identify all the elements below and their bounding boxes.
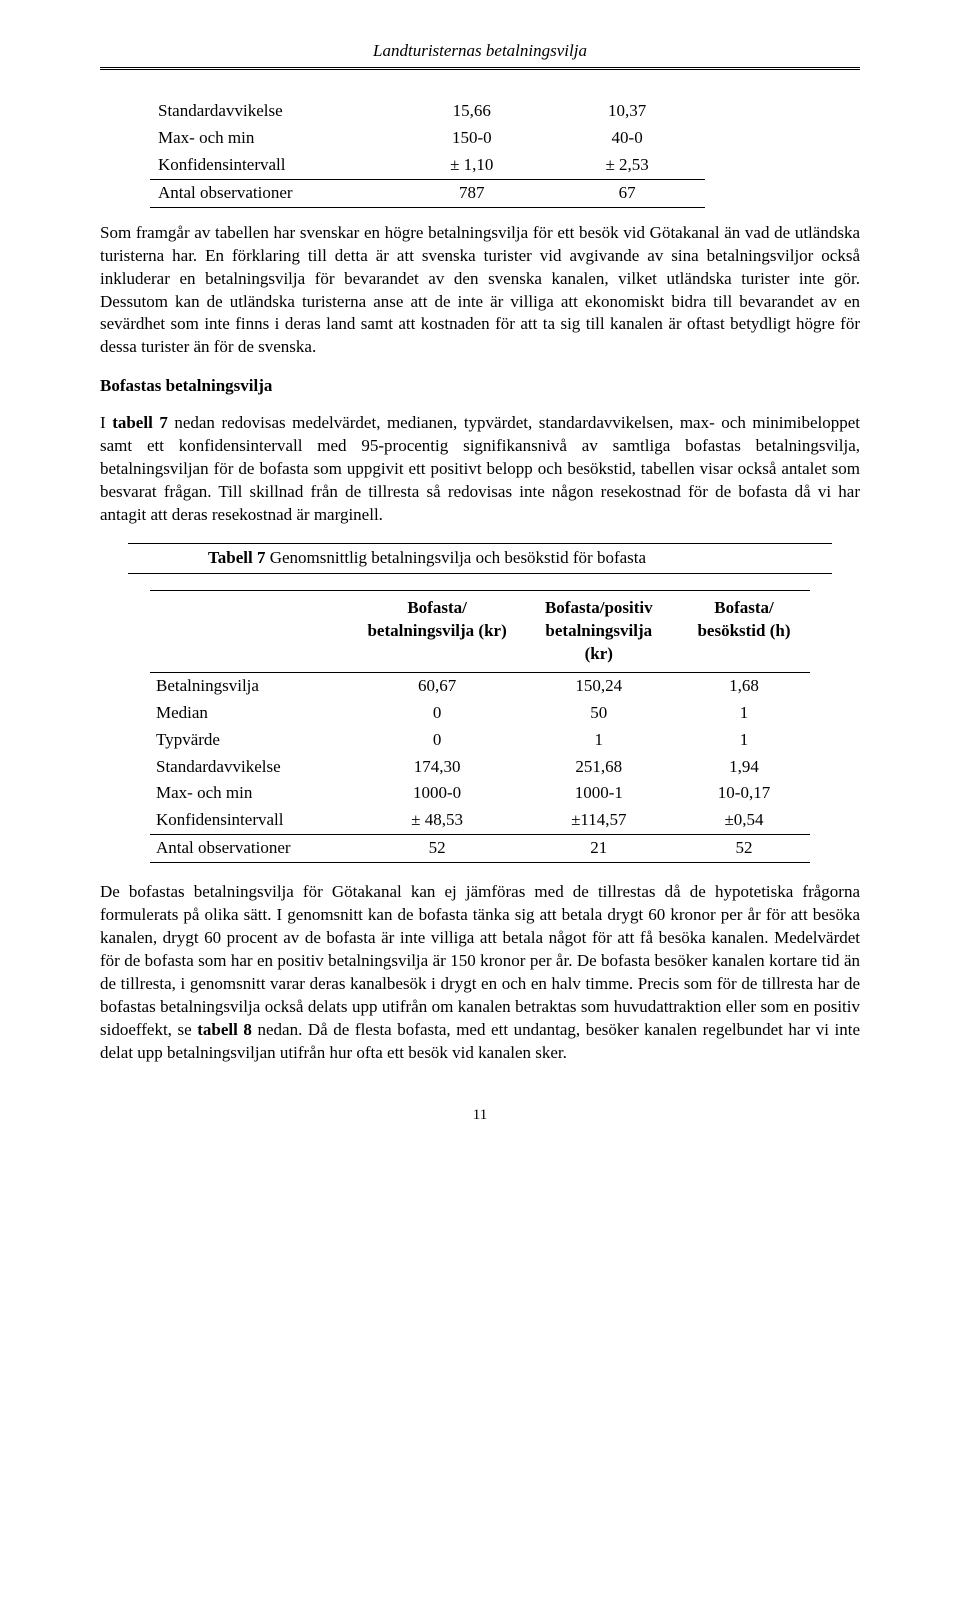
cell: 67: [549, 179, 704, 207]
table-row: Betalningsvilja 60,67 150,24 1,68: [150, 672, 810, 699]
cell: 50: [520, 700, 678, 727]
cell: 174,30: [355, 754, 520, 781]
table-row: Standardavvikelse 15,66 10,37: [150, 98, 705, 125]
row-label: Typvärde: [150, 727, 355, 754]
cell: 0: [355, 727, 520, 754]
para3-bold: tabell 8: [197, 1020, 252, 1039]
cell: 15,66: [394, 98, 549, 125]
cell: 1: [520, 727, 678, 754]
row-label: Max- och min: [150, 125, 394, 152]
table7-caption: Tabell 7 Genomsnittlig betalningsvilja o…: [128, 543, 832, 574]
table-row: Typvärde 0 1 1: [150, 727, 810, 754]
col-header-bofasta-pos: Bofasta/positiv betalningsvilja (kr): [520, 590, 678, 672]
cell: 251,68: [520, 754, 678, 781]
cell: ± 48,53: [355, 807, 520, 834]
cell: 1: [678, 700, 810, 727]
paragraph-3: De bofastas betalningsvilja för Götakana…: [100, 881, 860, 1065]
row-label: Median: [150, 700, 355, 727]
table7: Bofasta/ betalningsvilja (kr) Bofasta/po…: [150, 590, 810, 863]
row-label: Antal observationer: [150, 835, 355, 863]
paragraph-text: Som framgår av tabellen har svenskar en …: [100, 223, 860, 357]
cell: ± 2,53: [549, 152, 704, 179]
table-row: Median 0 50 1: [150, 700, 810, 727]
page-header-title: Landturisternas betalningsvilja: [373, 41, 587, 60]
row-label: Standardavvikelse: [150, 754, 355, 781]
table-footer-row: Antal observationer 52 21 52: [150, 835, 810, 863]
row-label: Betalningsvilja: [150, 672, 355, 699]
cell: 150,24: [520, 672, 678, 699]
cell: 60,67: [355, 672, 520, 699]
table-row: Max- och min 150-0 40-0: [150, 125, 705, 152]
page-header: Landturisternas betalningsvilja: [100, 40, 860, 70]
row-label: Konfidensintervall: [150, 152, 394, 179]
table-row: Standardavvikelse 174,30 251,68 1,94: [150, 754, 810, 781]
paragraph-1: Som framgår av tabellen har svenskar en …: [100, 222, 860, 360]
table-row: Max- och min 1000-0 1000-1 10-0,17: [150, 780, 810, 807]
cell: 10-0,17: [678, 780, 810, 807]
para2-prefix: I: [100, 413, 112, 432]
cell: ± 1,10: [394, 152, 549, 179]
table-row: Konfidensintervall ± 48,53 ±114,57 ±0,54: [150, 807, 810, 834]
col-header-bofasta-bet: Bofasta/ betalningsvilja (kr): [355, 590, 520, 672]
table-header-row: Bofasta/ betalningsvilja (kr) Bofasta/po…: [150, 590, 810, 672]
caption-rest: Genomsnittlig betalningsvilja och besöks…: [265, 548, 646, 567]
subheading-bofastas: Bofastas betalningsvilja: [100, 375, 860, 398]
caption-bold: Tabell 7: [208, 548, 265, 567]
cell: 40-0: [549, 125, 704, 152]
cell: 1000-0: [355, 780, 520, 807]
cell: 1000-1: [520, 780, 678, 807]
para3-part1: De bofastas betalningsvilja för Götakana…: [100, 882, 860, 1039]
cell: 787: [394, 179, 549, 207]
row-label: Standardavvikelse: [150, 98, 394, 125]
cell: ±0,54: [678, 807, 810, 834]
cell: 10,37: [549, 98, 704, 125]
row-label: Max- och min: [150, 780, 355, 807]
table-row: Konfidensintervall ± 1,10 ± 2,53: [150, 152, 705, 179]
cell: 1: [678, 727, 810, 754]
cell: 21: [520, 835, 678, 863]
cell: 1,68: [678, 672, 810, 699]
cell: ±114,57: [520, 807, 678, 834]
cell: 52: [355, 835, 520, 863]
para2-bold: tabell 7: [112, 413, 168, 432]
subheading-text: Bofastas betalningsvilja: [100, 376, 272, 395]
col-header-bofasta-tid: Bofasta/ besökstid (h): [678, 590, 810, 672]
cell: 150-0: [394, 125, 549, 152]
cell: 1,94: [678, 754, 810, 781]
row-label: Antal observationer: [150, 179, 394, 207]
stats-table-fragment: Standardavvikelse 15,66 10,37 Max- och m…: [150, 98, 705, 208]
para2-rest: nedan redovisas medelvärdet, medianen, t…: [100, 413, 860, 524]
cell: 0: [355, 700, 520, 727]
cell: 52: [678, 835, 810, 863]
paragraph-2: I tabell 7 nedan redovisas medelvärdet, …: [100, 412, 860, 527]
table-footer-row: Antal observationer 787 67: [150, 179, 705, 207]
row-label: Konfidensintervall: [150, 807, 355, 834]
col-header-empty: [150, 590, 355, 672]
page-number-value: 11: [473, 1107, 487, 1123]
page-number: 11: [100, 1105, 860, 1125]
